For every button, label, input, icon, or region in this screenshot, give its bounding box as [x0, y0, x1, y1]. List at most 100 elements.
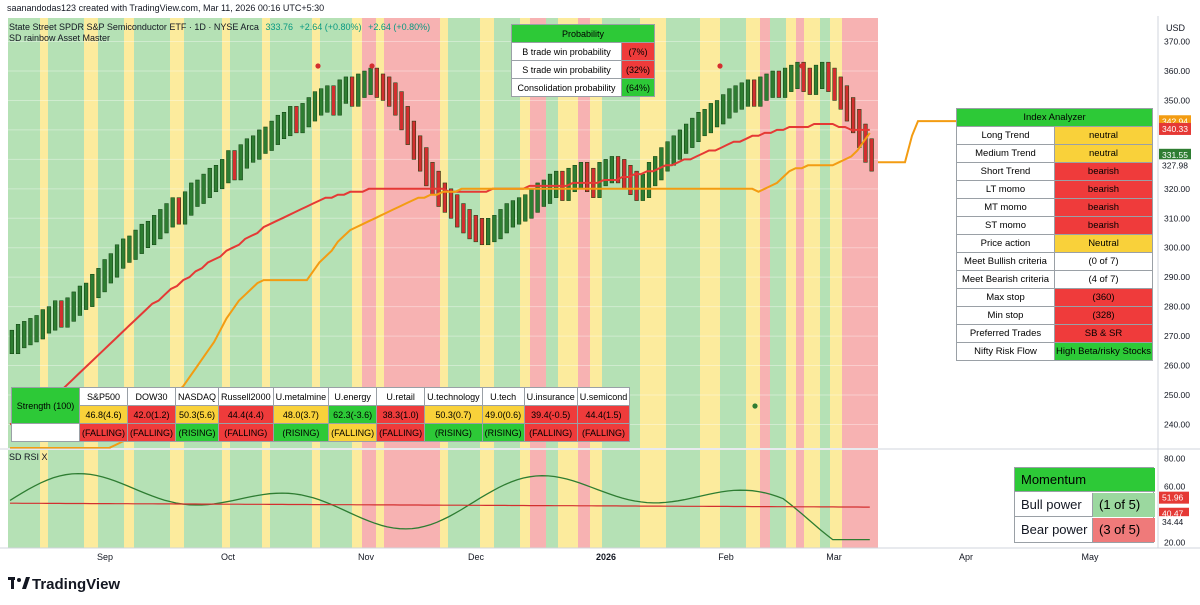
rsi-band	[786, 450, 796, 548]
background-band	[124, 18, 134, 448]
index-analyzer-label: Meet Bearish criteria	[956, 270, 1055, 289]
price-bar	[646, 162, 652, 198]
price-bar	[677, 129, 683, 160]
price-bar	[374, 67, 379, 98]
price-bar	[665, 141, 670, 172]
market-trend-status: (FALLING)	[218, 423, 274, 442]
index-analyzer-value: neutral	[1054, 144, 1153, 163]
price-bar	[96, 268, 101, 299]
market-strength-value: 48.0(3.7)	[272, 405, 330, 424]
rsi-band	[700, 450, 720, 548]
instrument-name: State Street SPDR S&P Semiconductor ETF …	[9, 22, 259, 32]
rsi-band	[546, 450, 558, 548]
price-bar	[127, 235, 132, 263]
price-bar	[461, 203, 466, 234]
svg-text:State Street SPDR S&P Semicond: State Street SPDR S&P Semiconductor ETF …	[9, 22, 430, 32]
time-tick-label: Dec	[468, 552, 485, 562]
rsi-band	[124, 450, 134, 548]
rsi-band	[170, 450, 184, 548]
market-strength-table: Strength (100) S&P500 DOW30 NASDAQ Russell20…	[11, 387, 631, 442]
market-strength-value: 38.3(1.0)	[376, 405, 426, 424]
rsi-band	[262, 450, 270, 548]
background-band	[98, 18, 124, 448]
market-column-header: U.retail	[376, 387, 426, 406]
price-bar	[448, 188, 454, 219]
price-tick-label: 280.00	[1164, 302, 1190, 312]
index-analyzer-label: Price action	[956, 234, 1055, 253]
price-bars	[9, 61, 874, 409]
rsi-band	[520, 450, 530, 548]
index-analyzer-title: Index Analyzer	[956, 108, 1153, 127]
price-bar	[411, 120, 417, 160]
price-bar	[708, 103, 713, 134]
rsi-band	[842, 450, 878, 548]
price-bar	[702, 109, 707, 137]
time-tick-label: May	[1081, 552, 1099, 562]
price-bar	[535, 182, 540, 213]
price-bar	[164, 203, 169, 234]
price-bar	[232, 150, 237, 181]
probability-label: Consolidation probability	[511, 78, 622, 97]
price-bar	[467, 209, 472, 240]
rsi-band	[530, 450, 546, 548]
price-bar	[319, 88, 324, 116]
price-bar	[53, 300, 58, 331]
price-bar	[380, 73, 386, 101]
price-bar	[34, 315, 39, 343]
price-tick-label: 350.00	[1164, 95, 1190, 105]
price-bar	[83, 282, 89, 310]
price-bar	[393, 82, 398, 116]
price-bar	[473, 215, 478, 243]
price-bar	[170, 197, 175, 228]
price-tick-label: 370.00	[1164, 37, 1190, 47]
rsi-band	[494, 450, 520, 548]
signal-dot	[315, 63, 321, 69]
rsi-band	[376, 450, 384, 548]
price-bar	[727, 88, 732, 119]
background-band	[760, 18, 770, 448]
price-bar	[263, 126, 268, 154]
price-bar	[71, 291, 76, 322]
price-tag-label: 342.94	[1162, 116, 1188, 126]
market-column-header: U.insurance	[523, 387, 578, 406]
price-bar	[764, 73, 769, 101]
price-bar	[455, 194, 460, 228]
index-analyzer-label: MT momo	[956, 198, 1055, 217]
price-bar	[399, 91, 404, 131]
price-bar	[195, 179, 200, 207]
background-band	[520, 18, 530, 448]
footer	[0, 568, 1200, 605]
background-band	[222, 18, 230, 448]
price-bar	[838, 76, 843, 110]
bull-power-label: Bull power	[1015, 493, 1093, 517]
market-strength-value: 42.0(1.2)	[127, 405, 177, 424]
background-band	[746, 18, 760, 448]
price-bar	[158, 209, 163, 240]
price-bar	[745, 79, 751, 107]
background-band	[352, 18, 362, 448]
price-bar	[683, 123, 689, 154]
attribution-text: saanandodas123 created with TradingView.…	[7, 3, 325, 13]
price-bar	[523, 194, 528, 222]
rsi-band	[640, 450, 666, 548]
price-bar	[789, 64, 794, 92]
rsi-band	[362, 450, 376, 548]
time-tick-label: Apr	[959, 552, 973, 562]
rsi-band	[602, 450, 640, 548]
change-2: +2.64 (+0.80%)	[368, 22, 430, 32]
price-bar	[486, 218, 491, 246]
price-bar	[294, 106, 299, 134]
market-strength-value: 39.4(-0.5)	[523, 405, 578, 424]
rsi-band	[384, 450, 440, 548]
rsi-background-bands	[8, 450, 878, 548]
price-bar	[108, 253, 113, 284]
price-tick-label: 250.00	[1164, 390, 1190, 400]
background-band	[830, 18, 842, 448]
price-bar	[288, 106, 293, 137]
rsi-band	[804, 450, 820, 548]
rsi-band	[480, 450, 494, 548]
index-analyzer-row: Meet Bearish criteria (4 of 7)	[956, 270, 1153, 289]
background-band	[84, 18, 98, 448]
price-bar	[851, 97, 856, 134]
